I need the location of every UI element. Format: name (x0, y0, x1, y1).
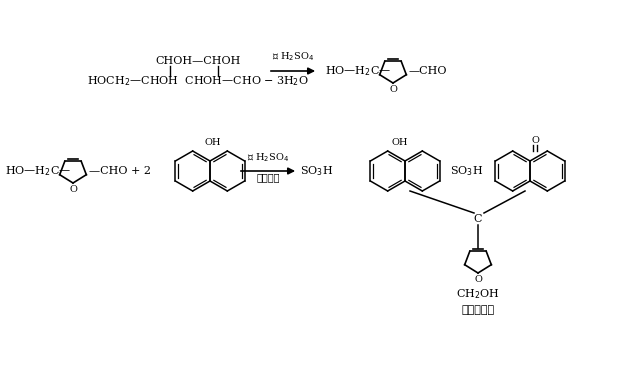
Text: HOCH$_2$—CHOH  CHOH—CHO $-$ 3H$_2$O: HOCH$_2$—CHOH CHOH—CHO $-$ 3H$_2$O (87, 74, 309, 88)
Text: OH: OH (392, 138, 408, 147)
Text: SO$_3$H: SO$_3$H (300, 164, 333, 178)
Text: SO$_3$H: SO$_3$H (450, 164, 483, 178)
Text: O: O (69, 185, 77, 194)
Text: 氧化缩合: 氧化缩合 (257, 173, 280, 182)
Text: （紫红色）: （紫红色） (462, 305, 495, 315)
Text: 浓 H$_2$SO$_4$: 浓 H$_2$SO$_4$ (247, 151, 289, 164)
Text: 浓 H$_2$SO$_4$: 浓 H$_2$SO$_4$ (272, 50, 314, 63)
Text: O: O (474, 275, 482, 284)
Text: HO—H$_2$C—: HO—H$_2$C— (5, 164, 71, 178)
Text: CHOH—CHOH: CHOH—CHOH (156, 56, 241, 66)
Text: —CHO: —CHO (409, 66, 448, 76)
Text: C: C (474, 214, 482, 224)
Text: OH: OH (204, 138, 221, 147)
Text: —CHO + 2: —CHO + 2 (89, 166, 151, 176)
Text: O: O (531, 136, 539, 145)
Text: O: O (389, 85, 397, 94)
Text: CH$_2$OH: CH$_2$OH (456, 287, 500, 301)
Text: HO—H$_2$C—: HO—H$_2$C— (325, 64, 391, 78)
